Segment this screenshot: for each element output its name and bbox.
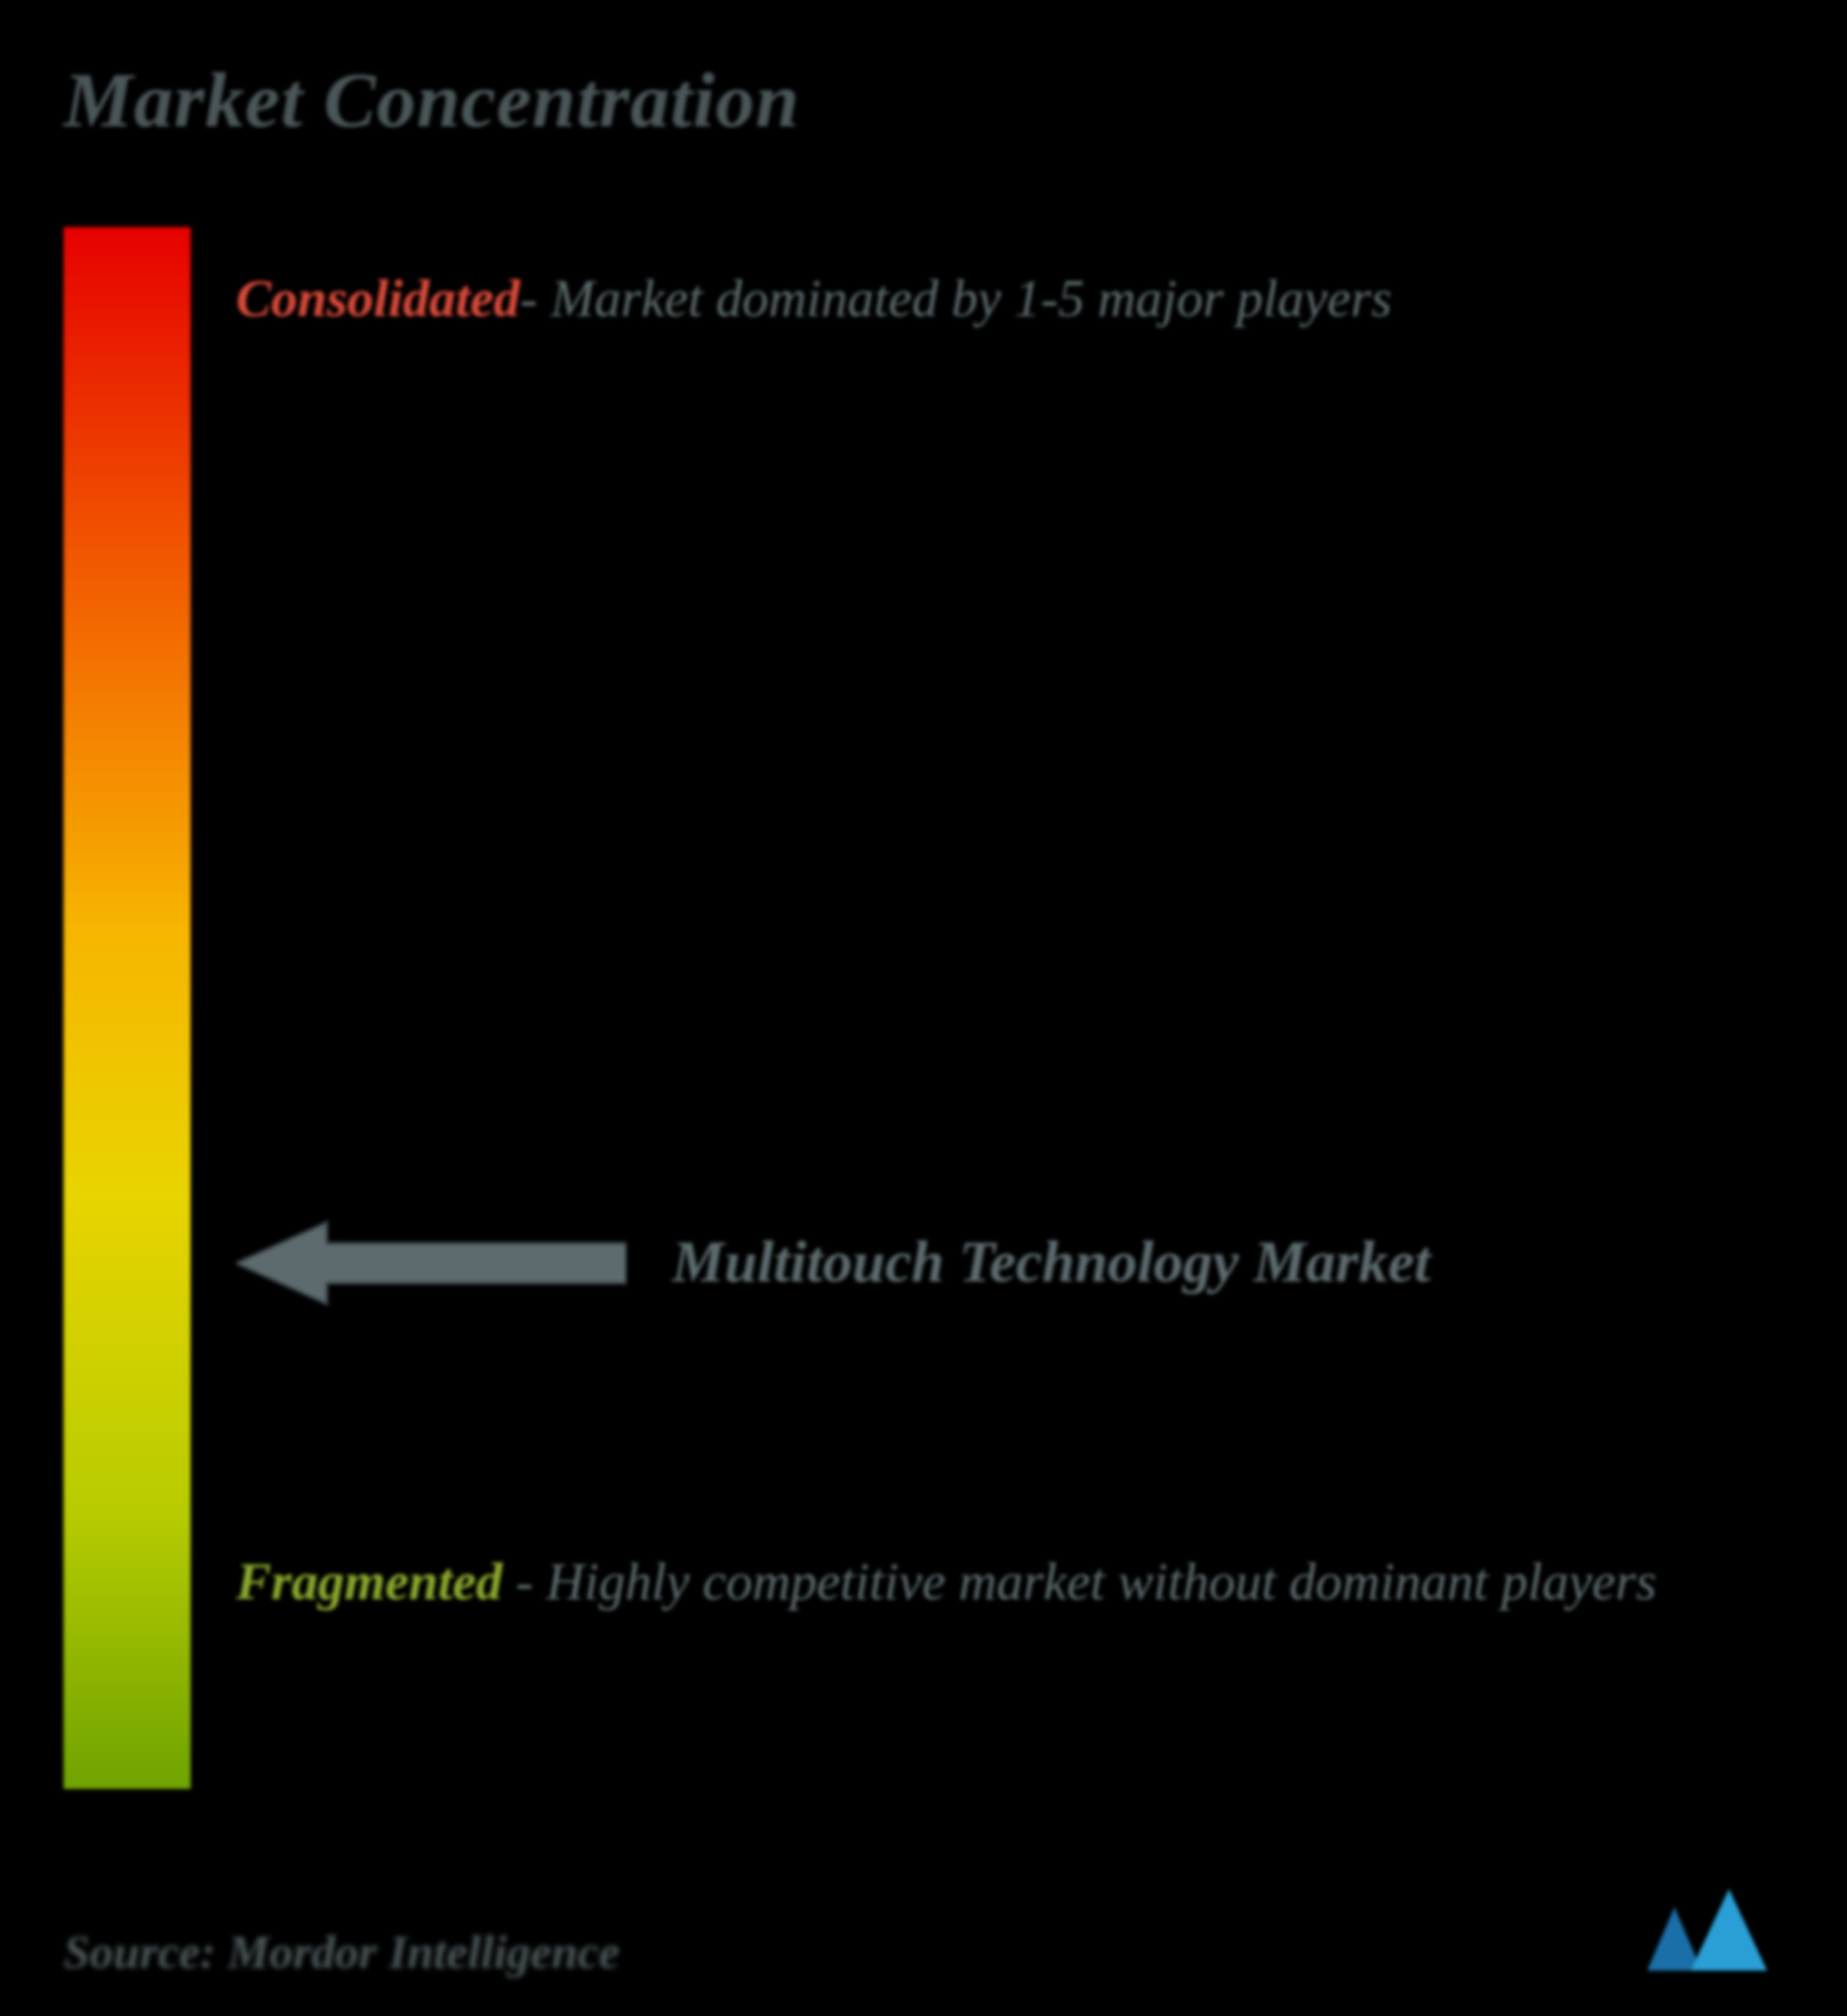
brand-logo-icon [1638,1880,1783,1980]
footer: Source: Mordor Intelligence [64,1880,1783,1980]
fragmented-label: Fragmented [236,1552,502,1611]
chart-area: Consolidated- Market dominated by 1-5 ma… [64,227,1783,1789]
consolidated-label: Consolidated [236,269,520,328]
labels-area: Consolidated- Market dominated by 1-5 ma… [236,227,1783,1789]
market-marker: Multitouch Technology Market [236,1218,1430,1309]
source-prefix: Source: [64,1927,228,1979]
page-title: Market Concentration [64,54,1783,145]
fragmented-block: Fragmented - Highly competitive market w… [236,1535,1747,1629]
consolidated-block: Consolidated- Market dominated by 1-5 ma… [236,254,1747,344]
arrow-left-icon [236,1218,627,1309]
source-attribution: Source: Mordor Intelligence [64,1926,619,1980]
chart-container: Market Concentration Co [0,0,1847,2016]
market-label: Multitouch Technology Market [672,1229,1430,1297]
concentration-gradient-bar [64,227,191,1789]
consolidated-description: - Market dominated by 1-5 major players [520,269,1392,328]
fragmented-description: - Highly competitive market without domi… [502,1552,1656,1611]
source-name: Mordor Intelligence [228,1927,620,1979]
